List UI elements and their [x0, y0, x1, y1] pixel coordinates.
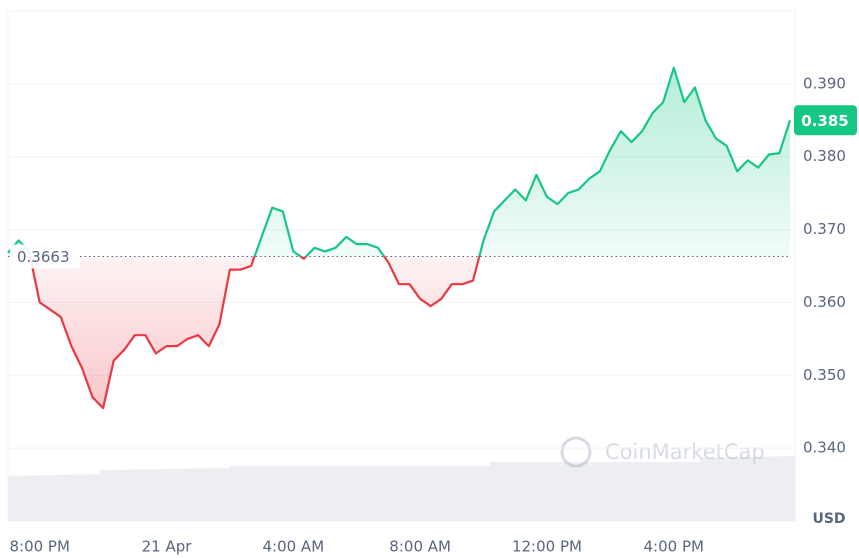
x-tick-label: 12:00 PM: [512, 538, 582, 556]
reference-label: 0.3663: [17, 248, 70, 266]
x-tick-label: 4:00 AM: [262, 538, 324, 556]
reference-label-bg: [10, 244, 80, 269]
y-tick-label: 0.340: [803, 439, 846, 457]
y-tick-label: 0.390: [803, 74, 846, 92]
x-tick-label: 4:00 PM: [644, 538, 704, 556]
price-line: [7, 66, 792, 410]
watermark-text: CoinMarketCap: [605, 440, 765, 464]
y-tick-label: 0.380: [803, 147, 846, 165]
current-price-badge: [794, 105, 857, 136]
y-tick-label: 0.370: [803, 220, 846, 238]
currency-label: USD: [812, 511, 845, 527]
x-tick-label: 21 Apr: [142, 538, 193, 556]
y-tick-label: 0.360: [803, 293, 846, 311]
x-tick-label: 8:00 PM: [9, 538, 69, 556]
current-price-label: 0.385: [801, 112, 848, 130]
watermark: CoinMarketCap: [560, 436, 765, 468]
price-area: [8, 67, 790, 409]
y-tick-label: 0.350: [803, 366, 846, 384]
x-tick-label: 8:00 AM: [389, 538, 451, 556]
volume-area: [8, 456, 795, 521]
